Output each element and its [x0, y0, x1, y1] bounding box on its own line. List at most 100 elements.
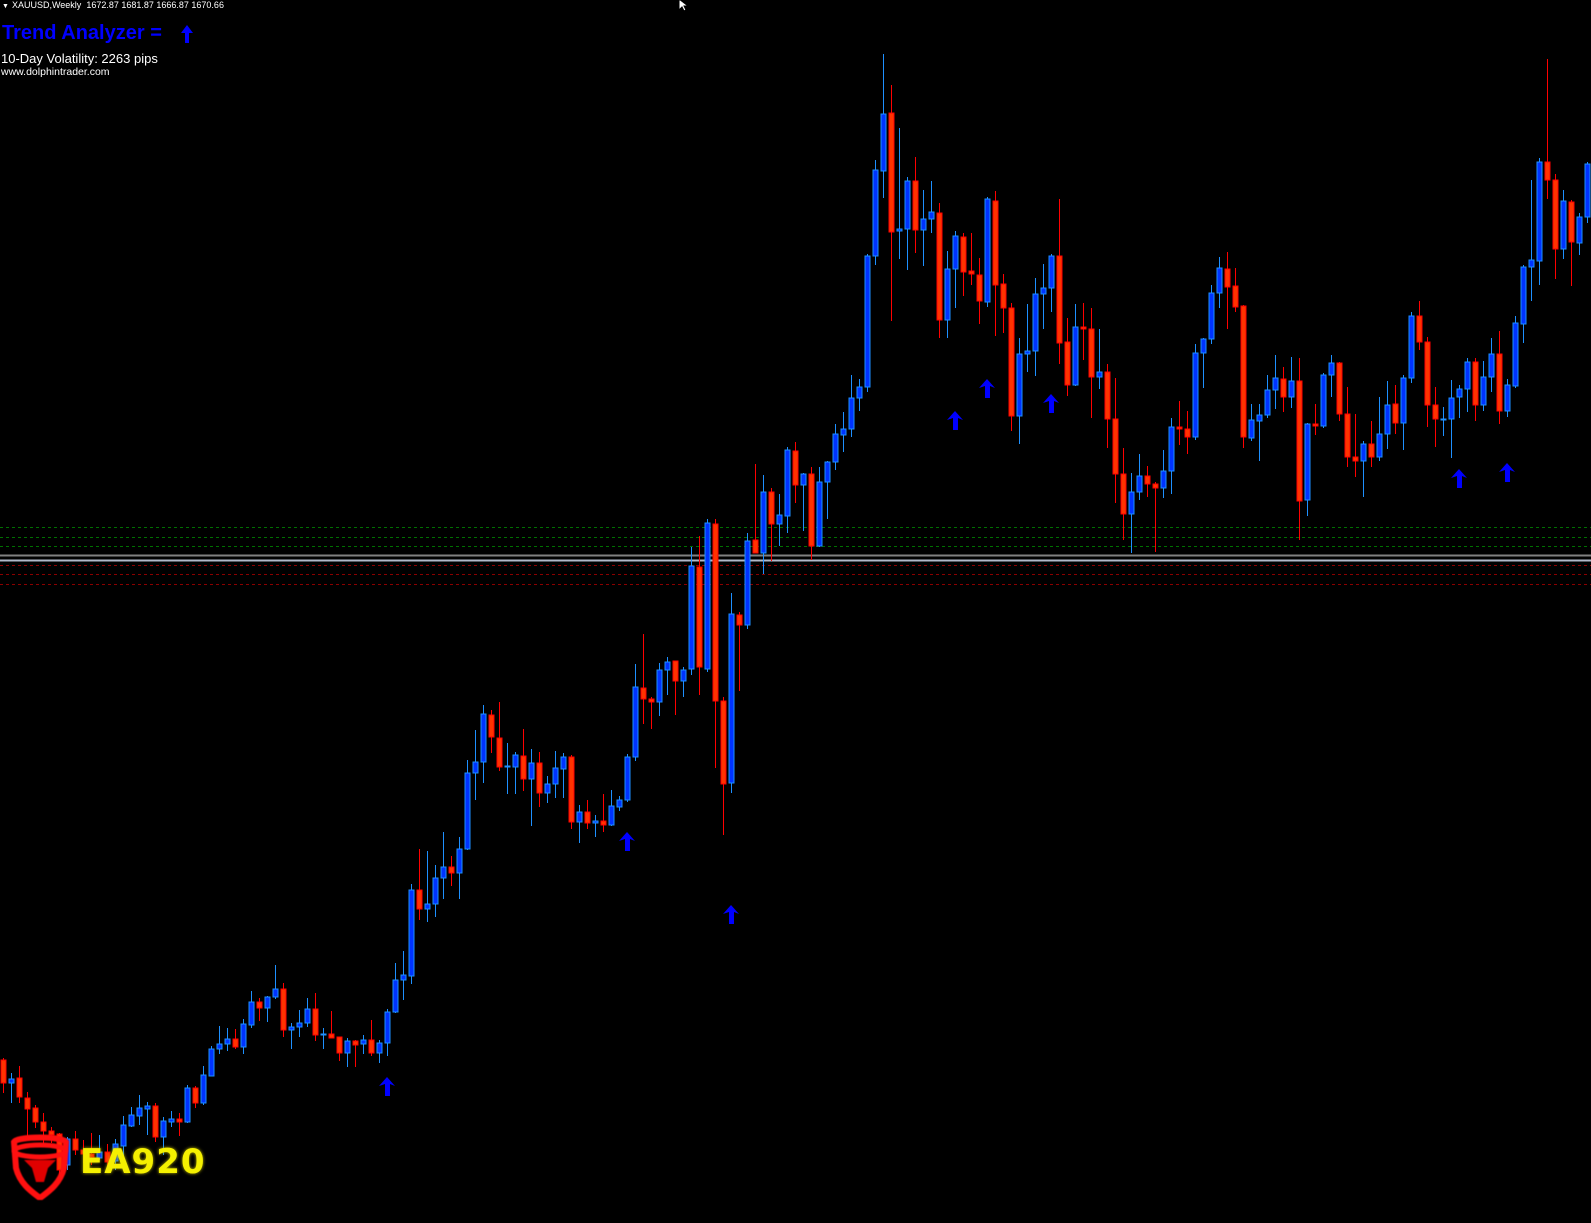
candle-body — [824, 461, 831, 483]
candle-body — [1256, 414, 1263, 422]
dropdown-triangle-icon[interactable]: ▼ — [2, 3, 9, 10]
candle-body — [1296, 380, 1303, 502]
bear-candle — [1088, 308, 1095, 418]
bull-candle — [1536, 158, 1543, 285]
candle-body — [1288, 380, 1295, 398]
bull-candle — [784, 447, 791, 533]
bull-candle — [288, 1023, 295, 1049]
candle-body — [1016, 353, 1023, 417]
candle-body — [128, 1114, 135, 1127]
candle-body — [1432, 404, 1439, 420]
bear-candle — [960, 233, 967, 296]
candle-body — [256, 1001, 263, 1009]
bear-candle — [992, 191, 999, 336]
buy-signal-arrow-icon — [379, 1077, 395, 1096]
bear-candle — [1552, 174, 1559, 279]
candle-body — [96, 1151, 103, 1159]
volatility-label: 10-Day Volatility: 2263 pips — [1, 51, 158, 66]
bear-candle — [712, 519, 719, 768]
candle-body — [1472, 361, 1479, 406]
bear-candle — [648, 697, 655, 729]
bear-candle — [336, 1036, 343, 1061]
candle-body — [224, 1038, 231, 1045]
bull-candle — [160, 1117, 167, 1155]
bull-candle — [1480, 361, 1487, 411]
candle-body — [680, 669, 687, 682]
bear-candle — [1424, 337, 1431, 427]
candle-body — [624, 756, 631, 801]
bull-candle — [1400, 375, 1407, 450]
bull-candle — [1200, 338, 1207, 388]
bull-candle — [424, 851, 431, 922]
candle-body — [184, 1087, 191, 1123]
bull-candle — [184, 1085, 191, 1123]
bull-candle — [1528, 180, 1535, 301]
candle-body — [1544, 161, 1551, 181]
candle-body — [800, 473, 807, 486]
candle-body — [696, 566, 703, 668]
bull-candle — [1360, 441, 1367, 497]
bull-candle — [1016, 338, 1023, 444]
bear-candle — [0, 1058, 7, 1093]
bull-candle — [360, 1035, 367, 1054]
bear-candle — [1056, 199, 1063, 364]
candle-body — [672, 660, 679, 682]
bull-candle — [1032, 278, 1039, 376]
bull-candle — [400, 951, 407, 1000]
candle-body — [320, 1033, 327, 1036]
bear-candle — [536, 752, 543, 807]
candle-body — [1152, 483, 1159, 489]
candle-body — [1464, 361, 1471, 390]
candle-body — [1320, 374, 1327, 427]
bull-candle — [664, 657, 671, 695]
bear-candle — [328, 1011, 335, 1039]
candle-body — [1224, 268, 1231, 288]
candle-body — [1400, 377, 1407, 424]
bull-candle — [824, 461, 831, 519]
bull-candle — [1456, 385, 1463, 418]
candle-body — [944, 268, 951, 321]
bear-candle — [1280, 367, 1287, 412]
bull-candle — [896, 128, 903, 259]
candle-body — [1344, 413, 1351, 458]
bull-candle — [464, 760, 471, 850]
candle-body — [1144, 475, 1151, 485]
candle-body — [664, 661, 671, 671]
bull-candle — [248, 991, 255, 1028]
bear-candle — [496, 702, 503, 771]
candle-body — [1032, 293, 1039, 352]
bull-candle — [504, 743, 511, 794]
bull-candle — [136, 1095, 143, 1125]
candle-body — [416, 889, 423, 910]
candle-body — [992, 200, 999, 286]
bull-candle — [296, 1010, 303, 1037]
candle-body — [304, 1008, 311, 1024]
candle-body — [856, 386, 863, 399]
candle-body — [504, 765, 511, 768]
candle-body — [344, 1040, 351, 1054]
bear-candle — [80, 1140, 87, 1163]
ohlc-label: 1672.87 1681.87 1666.87 1670.66 — [86, 0, 224, 10]
candle-body — [1232, 285, 1239, 308]
candle-body — [976, 274, 983, 302]
bull-candle — [120, 1116, 127, 1160]
bull-candle — [1208, 285, 1215, 344]
candle-body — [648, 698, 655, 703]
bear-candle — [104, 1144, 111, 1173]
bull-candle — [200, 1066, 207, 1105]
website-label: www.dolphintrader.com — [1, 66, 110, 78]
candle-body — [888, 112, 895, 233]
bull-candle — [904, 177, 911, 270]
candle-body — [1064, 341, 1071, 386]
candle-body — [904, 180, 911, 230]
bear-candle — [1496, 331, 1503, 424]
bear-candle — [1080, 303, 1087, 360]
bull-candle — [800, 473, 807, 531]
bear-candle — [968, 233, 975, 285]
candle-body — [496, 737, 503, 768]
bull-candle — [776, 494, 783, 546]
candle-body — [1096, 371, 1103, 378]
candle-body — [744, 540, 751, 626]
candle-body — [984, 198, 991, 303]
